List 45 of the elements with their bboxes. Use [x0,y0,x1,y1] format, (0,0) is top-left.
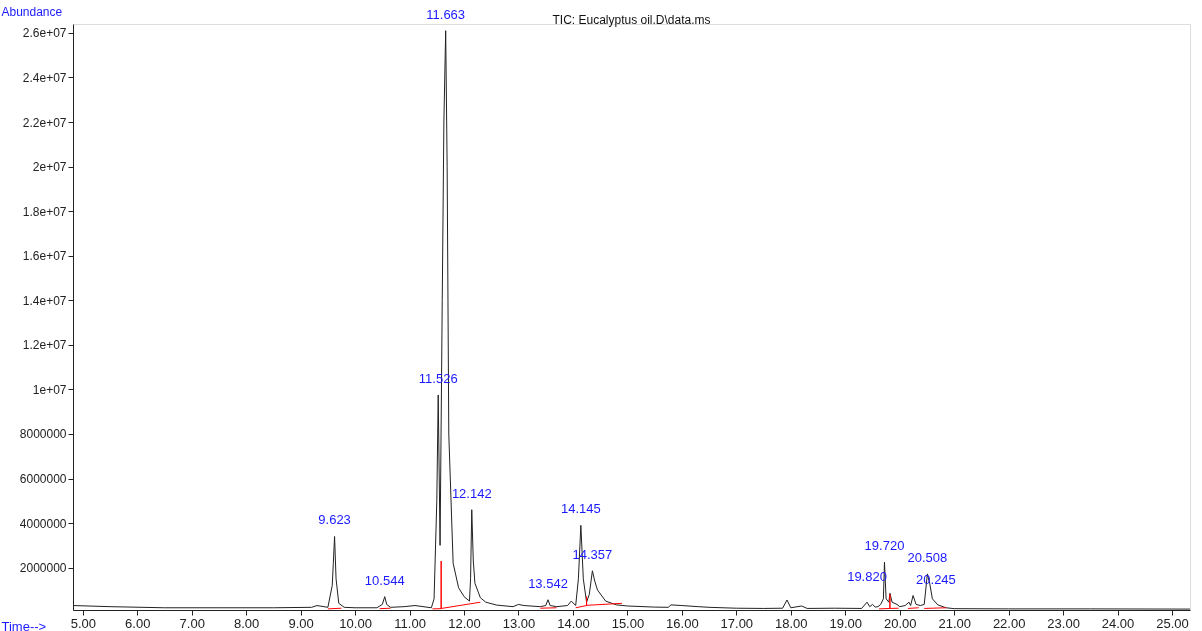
annotation: 12.142 [451,485,492,501]
x-tick-label: 6.00 [125,615,151,631]
y-tick-label: 1.4e+07 [22,293,67,308]
x-tick-label: 16.00 [666,615,699,631]
x-tick-label: 11.00 [394,615,426,631]
y-tick-label: 1.6e+07 [22,249,67,264]
x-tick-label: 21.00 [938,615,971,631]
x-tick-label: 5.00 [70,615,96,631]
x-tick-label: 12.00 [448,615,481,631]
annotation: 19.720 [864,538,905,554]
y-tick-label: 2000000 [19,561,67,576]
x-tick-label: 8.00 [234,615,260,631]
x-tick-label: 7.00 [179,615,205,631]
x-tick-label: 23.00 [1047,615,1080,631]
annotation: 13.542 [528,575,568,591]
y-tick-label: 1.2e+07 [22,338,67,353]
y-tick-label: 4000000 [19,516,67,531]
x-tick-label: 20.00 [883,615,917,631]
x-tick-label: 9.00 [288,615,314,631]
x-tick-label: 15.00 [611,615,645,631]
annotation: 11.663 [426,6,466,22]
y-tick-label: 2.6e+07 [22,26,67,41]
x-tick-label: 18.00 [775,615,808,631]
y-axis-title: Abundance [1,4,63,19]
y-tick-label: 8000000 [19,427,67,442]
chart-title: TIC: Eucalyptus oil.D\data.ms [552,13,711,27]
x-axis-title: Time--> [1,618,47,631]
x-tick-label: 24.00 [1101,615,1135,631]
annotation: 20.508 [907,549,948,565]
y-tick-label: 1.8e+07 [22,204,67,219]
y-tick-label: 6000000 [19,472,67,487]
y-tick-label: 2.2e+07 [22,115,67,130]
annotation: 9.623 [318,512,351,528]
x-tick-label: 19.00 [829,615,863,631]
x-tick-label: 17.00 [720,615,754,631]
x-tick-label: 25.00 [1156,615,1189,631]
annotation: 10.544 [364,572,405,588]
x-tick-label: 14.00 [557,615,590,631]
x-tick-label: 10.00 [339,615,372,631]
y-tick-label: 2e+07 [32,160,67,175]
x-tick-label: 22.00 [992,615,1026,631]
y-tick-label: 1e+07 [32,382,67,397]
x-tick-label: 13.00 [502,615,536,631]
annotation: 14.145 [560,501,601,517]
y-tick-label: 2.4e+07 [22,70,67,85]
